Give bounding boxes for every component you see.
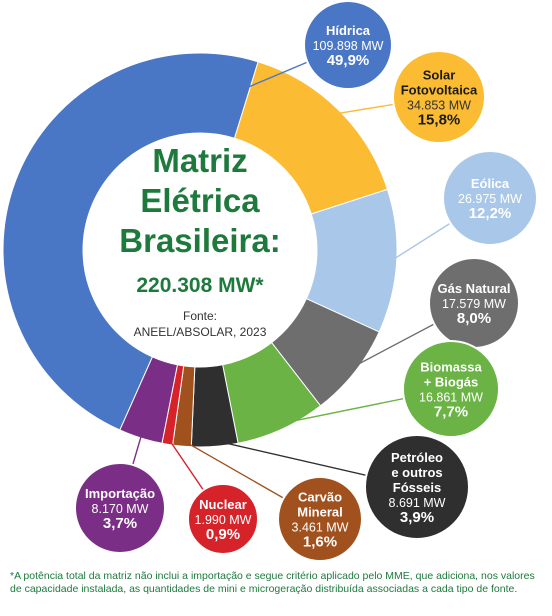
label-percent: 3,7%: [103, 515, 137, 532]
source-label: Fonte:: [183, 309, 217, 323]
label-percent: 15,8%: [418, 112, 461, 129]
label-percent: 1,6%: [303, 534, 337, 551]
label-name: Nuclear: [199, 497, 247, 512]
donut-slices: [2, 52, 398, 448]
label-value: 8.691 MW: [389, 496, 446, 510]
label-percent: 7,7%: [434, 404, 468, 421]
label-name: Solar: [423, 68, 456, 83]
label-name: Hídrica: [326, 23, 371, 38]
label-value: 34.853 MW: [407, 99, 471, 113]
label-bubble: [74, 462, 166, 554]
label-name: Fósseis: [393, 480, 441, 495]
center-title-line-1: Matriz: [152, 142, 247, 179]
label-percent: 49,9%: [327, 52, 370, 69]
label-bubble: [392, 50, 486, 144]
label-name: Carvão: [298, 490, 342, 505]
label-name: Gás Natural: [438, 281, 511, 296]
label-name: Importação: [85, 486, 155, 501]
label-name: Mineral: [297, 505, 343, 520]
label-bubble: [402, 340, 500, 438]
label-name: Biomassa: [420, 360, 482, 375]
label-bubble: [364, 434, 470, 540]
center-label: Matriz Elétrica Brasileira: 220.308 MW* …: [119, 142, 280, 339]
label-percent: 3,9%: [400, 509, 434, 526]
label-percent: 0,9%: [206, 526, 240, 543]
footnote: *A potência total da matriz não inclui a…: [10, 570, 535, 595]
center-title-line-2: Elétrica: [140, 182, 260, 219]
label-value: 109.898 MW: [313, 39, 384, 53]
leader-hidrica: [20, 44, 349, 184]
label-value: 17.579 MW: [442, 297, 506, 311]
label-percent: 8,0%: [457, 310, 491, 327]
label-value: 1.990 MW: [195, 513, 252, 527]
center-total: 220.308 MW*: [136, 274, 264, 297]
label-name: Petróleo: [391, 450, 443, 465]
label-value: 8.170 MW: [92, 502, 149, 516]
label-name: + Biogás: [424, 375, 479, 390]
label-value: 26.975 MW: [458, 192, 522, 206]
label-percent: 12,2%: [469, 205, 512, 222]
donut-hole: [83, 133, 317, 367]
source-text: ANEEL/ABSOLAR, 2023: [134, 325, 267, 339]
label-bubble: [303, 0, 393, 90]
label-name: Fotovoltaica: [401, 83, 478, 98]
label-name: Eólica: [471, 176, 510, 191]
label-value: 3.461 MW: [292, 521, 349, 535]
label-name: e outros: [391, 465, 442, 480]
label-bubble: [277, 476, 363, 562]
label-bubble: [442, 150, 538, 246]
label-value: 16.861 MW: [419, 391, 483, 405]
label-bubble: [187, 483, 259, 555]
center-title-line-3: Brasileira:: [119, 222, 280, 259]
